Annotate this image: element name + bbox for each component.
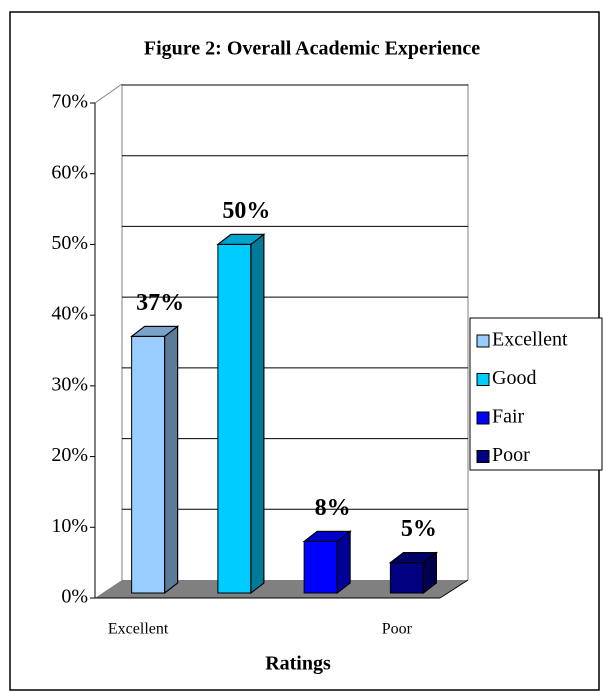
bar-top-shade — [388, 552, 438, 564]
y-tick-label: 10% — [51, 515, 88, 537]
legend-swatch — [476, 373, 490, 386]
legend-label: Poor — [492, 444, 530, 466]
bar — [217, 243, 252, 594]
y-tick-label: 50% — [51, 232, 88, 254]
data-label: 50% — [222, 198, 270, 224]
legend — [469, 317, 603, 471]
chart-title: Figure 2: Overall Academic Experience — [144, 38, 480, 60]
floor — [95, 580, 468, 598]
y-tick-label: 30% — [51, 373, 88, 395]
legend-label: Fair — [492, 406, 525, 428]
wall-edge — [94, 83, 123, 104]
bar-top-shade — [216, 233, 266, 245]
legend-swatch — [476, 334, 490, 348]
y-tick-label: 70% — [51, 91, 88, 113]
y-tick-label: 60% — [51, 161, 88, 183]
legend-label: Good — [492, 367, 536, 389]
bar-top-shade — [130, 325, 180, 337]
bar-side-shade — [250, 233, 265, 595]
legend-label: Excellent — [492, 329, 568, 351]
bar — [131, 335, 166, 594]
data-label: 5% — [401, 516, 437, 542]
x-tick-label: Poor — [382, 621, 413, 638]
x-axis-title: Ratings — [265, 653, 331, 675]
bar — [389, 562, 424, 594]
legend-swatch — [476, 411, 490, 425]
x-tick-label: Excellent — [108, 621, 169, 638]
legend-swatch — [476, 450, 490, 463]
bar-side-shade — [336, 530, 351, 595]
bar-side-shade — [164, 325, 179, 595]
y-tick-label: 40% — [51, 303, 88, 325]
floor-edge — [439, 579, 469, 599]
bar — [303, 540, 338, 594]
data-label: 37% — [136, 290, 184, 316]
y-tick-label: 0% — [61, 586, 88, 608]
y-tick-label: 20% — [51, 444, 88, 466]
data-label: 8% — [315, 495, 351, 521]
bar-top-shade — [302, 530, 352, 542]
